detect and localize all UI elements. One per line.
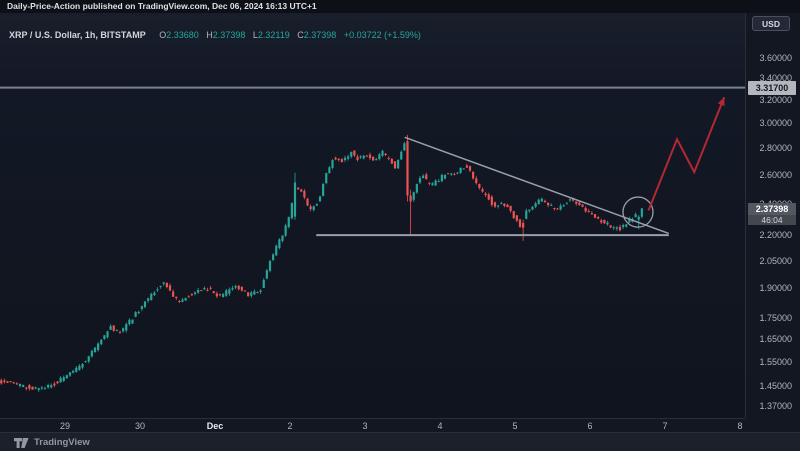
time-tick: 3: [362, 421, 368, 431]
open-label: O: [159, 30, 167, 40]
tradingview-logo-icon[interactable]: [14, 437, 29, 448]
attribution-text: Daily-Price-Action published on TradingV…: [7, 1, 317, 11]
price-tick: 1.65000: [759, 334, 792, 345]
price-axis[interactable]: USD 3.60000 3.40000 3.20000 3.00000 2.80000 2…: [746, 13, 800, 432]
price-tick: 2.60000: [759, 170, 792, 181]
time-tick: Dec: [206, 421, 224, 431]
candlestick-chart[interactable]: [0, 13, 745, 418]
price-tick: 2.80000: [759, 143, 792, 154]
time-tick: 8: [737, 421, 743, 431]
close-value: 2.37398: [303, 30, 337, 40]
last-price-text: 2.37398: [755, 204, 789, 215]
price-tick: 3.00000: [759, 118, 792, 129]
time-tick: 29: [59, 421, 71, 431]
low-label: L: [252, 30, 258, 40]
symbol-legend[interactable]: XRP / U.S. Dollar, 1h, BITSTAMP O2.33680…: [9, 30, 421, 40]
price-tick: 1.55000: [759, 356, 792, 367]
price-tick: 2.05000: [759, 255, 792, 266]
time-tick: 7: [662, 421, 668, 431]
time-tick: 6: [587, 421, 593, 431]
time-tick: 5: [512, 421, 518, 431]
currency-toggle-button[interactable]: USD: [752, 16, 790, 31]
change-value: +0.03722 (+1.59%): [343, 30, 421, 40]
bar-countdown: 46:04: [748, 215, 796, 226]
last-price-label: 2.37398 46:04: [748, 203, 796, 226]
low-value: 2.32119: [257, 30, 290, 40]
symbol-title[interactable]: XRP / U.S. Dollar, 1h, BITSTAMP: [9, 30, 146, 40]
chart-pane[interactable]: XRP / U.S. Dollar, 1h, BITSTAMP O2.33680…: [0, 13, 746, 418]
price-tick: 1.37000: [759, 401, 792, 412]
time-axis[interactable]: 29 30 Dec 2 3 4 5 6 7 8: [0, 418, 745, 433]
price-tick: 3.40000: [759, 73, 792, 84]
time-tick: 2: [287, 421, 293, 431]
open-value: 2.33680: [166, 30, 199, 40]
high-label: H: [206, 30, 213, 40]
price-tick: 3.20000: [759, 95, 792, 106]
price-tick: 2.20000: [759, 230, 792, 241]
price-tick: 1.75000: [759, 313, 792, 324]
attribution-bar: Daily-Price-Action published on TradingV…: [0, 0, 800, 13]
high-value: 2.37398: [212, 30, 246, 40]
footer-bar: TradingView: [0, 432, 800, 451]
resistance-price-label: 3.31700: [748, 80, 796, 95]
resistance-price-text: 3.31700: [755, 82, 789, 93]
close-label: C: [297, 30, 304, 40]
time-tick: 4: [437, 421, 443, 431]
price-tick: 1.90000: [759, 283, 792, 294]
price-tick: 3.60000: [759, 52, 792, 63]
price-tick: 1.45000: [759, 380, 792, 391]
tradingview-brand-text[interactable]: TradingView: [34, 437, 90, 448]
time-tick: 30: [134, 421, 146, 431]
